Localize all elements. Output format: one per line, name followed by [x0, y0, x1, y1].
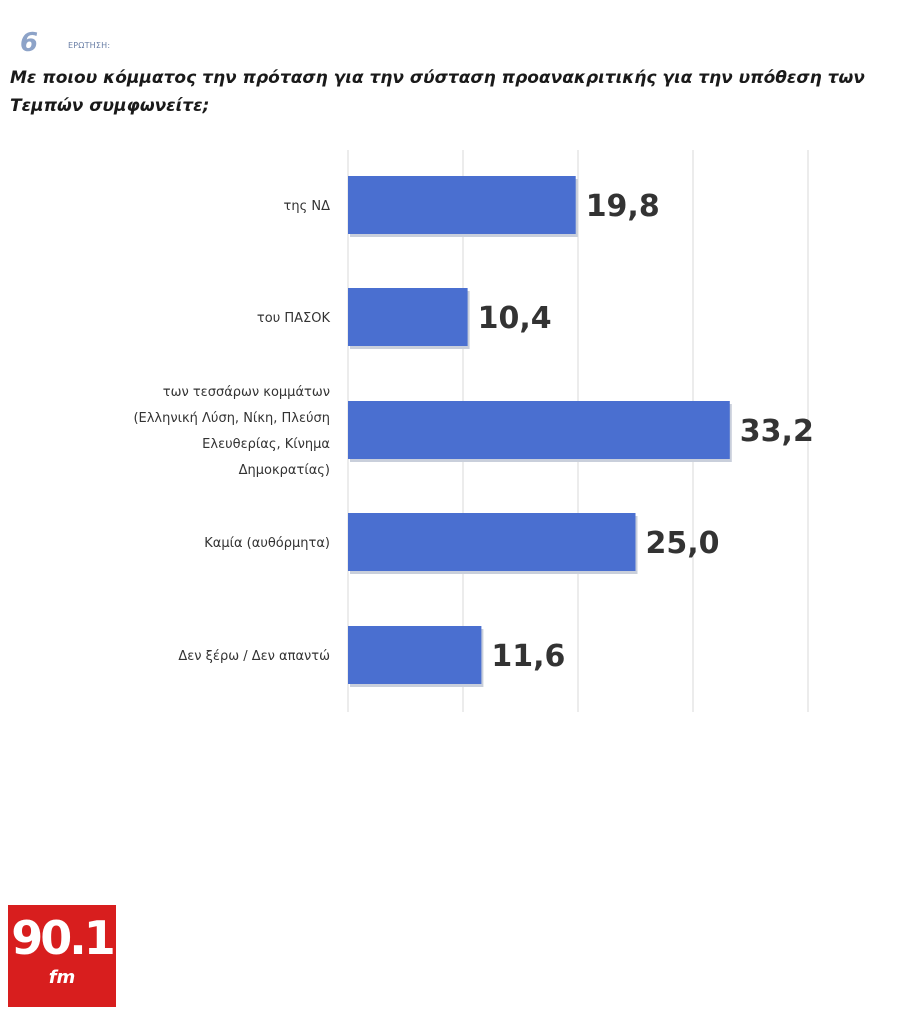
category-label: Καμία (αυθόρμητα) — [204, 536, 330, 551]
category-label: Δεν ξέρω / Δεν απαντώ — [178, 649, 330, 664]
bar — [348, 401, 730, 459]
bar-value-label: 10,4 — [478, 301, 552, 336]
radio-logo: 90.1 fm — [8, 905, 116, 1007]
bar-value-label: 19,8 — [586, 189, 660, 224]
bar-chart: 19,8 της ΝΔ 10,4 του ΠΑΣΟΚ 33,2 των τεσσάρων … — [133, 150, 814, 712]
bar — [348, 288, 468, 346]
bar — [348, 626, 482, 684]
category-label: των τεσσάρων κομμάτων — [163, 385, 330, 400]
logo-suffix: fm — [48, 967, 76, 988]
question-text: Με ποιου κόμματος την πρόταση για την σύ… — [10, 68, 865, 116]
category-label: του ΠΑΣΟΚ — [257, 311, 331, 326]
category-label: Ελευθερίας, Κίνημα — [202, 437, 330, 452]
bar-value-label: 25,0 — [646, 526, 720, 561]
bar-value-label: 33,2 — [740, 414, 814, 449]
question-tag: ΕΡΩΤΗΣΗ: — [68, 41, 111, 50]
bar-value-label: 11,6 — [491, 639, 565, 674]
bar — [348, 176, 576, 234]
category-label: της ΝΔ — [284, 199, 331, 214]
category-label: (Ελληνική Λύση, Νίκη, Πλεύση — [133, 411, 330, 426]
logo-number: 90.1 — [11, 911, 116, 965]
question-number: 6 — [20, 28, 39, 58]
bar — [348, 513, 636, 571]
category-label: Δημοκρατίας) — [239, 463, 330, 478]
